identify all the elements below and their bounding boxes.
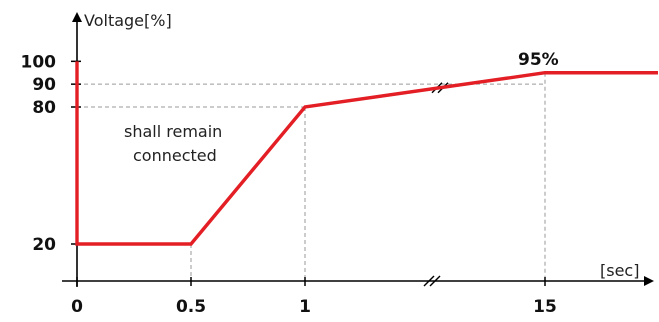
x-tick-label-0.5: 0.5 [176,297,206,317]
tick-labels: 100 90 80 20 0 0.5 1 15 [21,52,557,317]
x-tick-label-1: 1 [299,297,311,317]
y-axis-arrow-icon [72,12,82,22]
region-annotation-line2: connected [133,146,217,165]
peak-value-label: 95% [518,50,559,70]
voltage-series-line [75,61,658,246]
y-axis-title: Voltage[%] [84,11,172,30]
y-tick-label-100: 100 [21,52,57,72]
region-annotation-line1: shall remain [124,122,222,141]
axis-break-marks [423,82,449,287]
guide-lines [77,72,546,281]
y-tick-label-90: 90 [32,75,56,95]
x-axis-arrow-icon [644,276,654,286]
y-tick-label-80: 80 [32,98,56,118]
x-axis-break-icon [423,275,441,287]
x-tick-label-0: 0 [71,297,83,317]
x-tick-label-15: 15 [533,297,557,317]
tick-marks [71,60,546,286]
y-tick-label-20: 20 [32,235,56,255]
x-axis-title: [sec] [600,261,639,280]
